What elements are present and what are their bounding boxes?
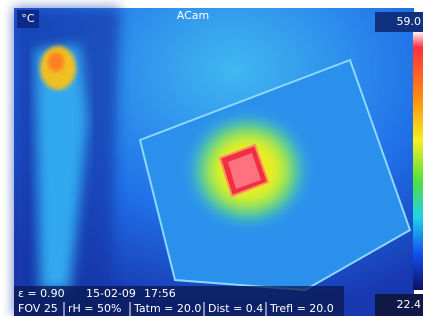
time: 17:56 [144,287,176,300]
scale-min: 22.4 [397,298,422,311]
atm-temp: Tatm = 20.0 [133,302,201,315]
humidity: rH = 50% [68,302,121,315]
hot-cable-core [48,52,64,72]
date: 15-02-09 [86,287,136,300]
color-scale [413,32,423,290]
reflected-temp: Trefl = 20.0 [269,302,334,315]
unit: °C [21,12,35,25]
fov: FOV 25 [18,302,58,315]
camera-title: ACam [177,9,209,22]
distance: Dist = 0.4 [208,302,263,315]
thermal-screen: 59.0 22.4 °C ACam ε = 0.90 15-02-09 17:5… [0,0,423,316]
scale-max: 59.0 [397,15,422,28]
emissivity: ε = 0.90 [18,287,65,300]
